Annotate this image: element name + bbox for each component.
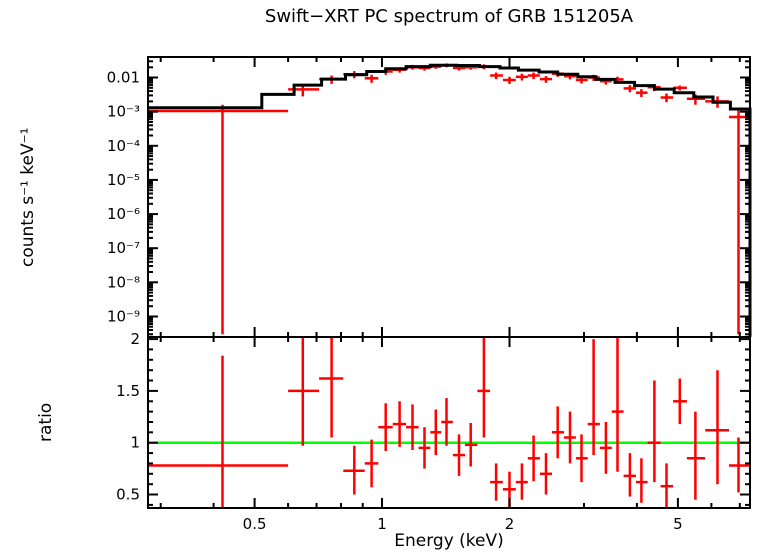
x-tick-label: 5 bbox=[673, 515, 683, 533]
y-tick-label: 10⁻³ bbox=[107, 103, 140, 121]
y-tick-label: 10⁻⁵ bbox=[107, 171, 140, 189]
y-tick-label: 10⁻⁷ bbox=[107, 239, 140, 257]
spectrum-panel-frame bbox=[147, 56, 751, 338]
y-tick-label: 10⁻⁶ bbox=[107, 205, 140, 223]
x-tick-label: 2 bbox=[505, 515, 515, 533]
y-tick-label: 10⁻⁴ bbox=[107, 137, 140, 155]
y-tick-label: 1 bbox=[130, 434, 140, 452]
y-tick-label: 10⁻⁸ bbox=[107, 273, 140, 291]
y-tick-label: 1.5 bbox=[116, 382, 140, 400]
y-tick-label: 0.5 bbox=[116, 486, 140, 504]
x-tick-label: 0.5 bbox=[243, 515, 267, 533]
y-tick-label: 0.01 bbox=[107, 69, 140, 87]
x-tick-label: 1 bbox=[377, 515, 387, 533]
x-axis-label: Energy (keV) bbox=[394, 531, 504, 551]
model-line bbox=[148, 63, 752, 337]
plot-title: Swift−XRT PC spectrum of GRB 151205A bbox=[264, 6, 634, 27]
y-tick-label: 2 bbox=[130, 330, 140, 348]
y-tick-label: 10⁻⁹ bbox=[107, 308, 140, 326]
